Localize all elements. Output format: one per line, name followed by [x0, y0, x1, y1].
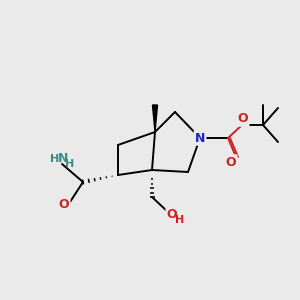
- Text: H: H: [176, 215, 184, 225]
- Text: H: H: [50, 154, 60, 164]
- Text: N: N: [195, 131, 205, 145]
- Text: O: O: [59, 199, 69, 212]
- Text: H: H: [65, 159, 75, 169]
- Text: O: O: [167, 208, 177, 221]
- Polygon shape: [152, 105, 158, 132]
- Text: N: N: [58, 152, 68, 166]
- Text: O: O: [226, 155, 236, 169]
- Text: O: O: [238, 112, 248, 125]
